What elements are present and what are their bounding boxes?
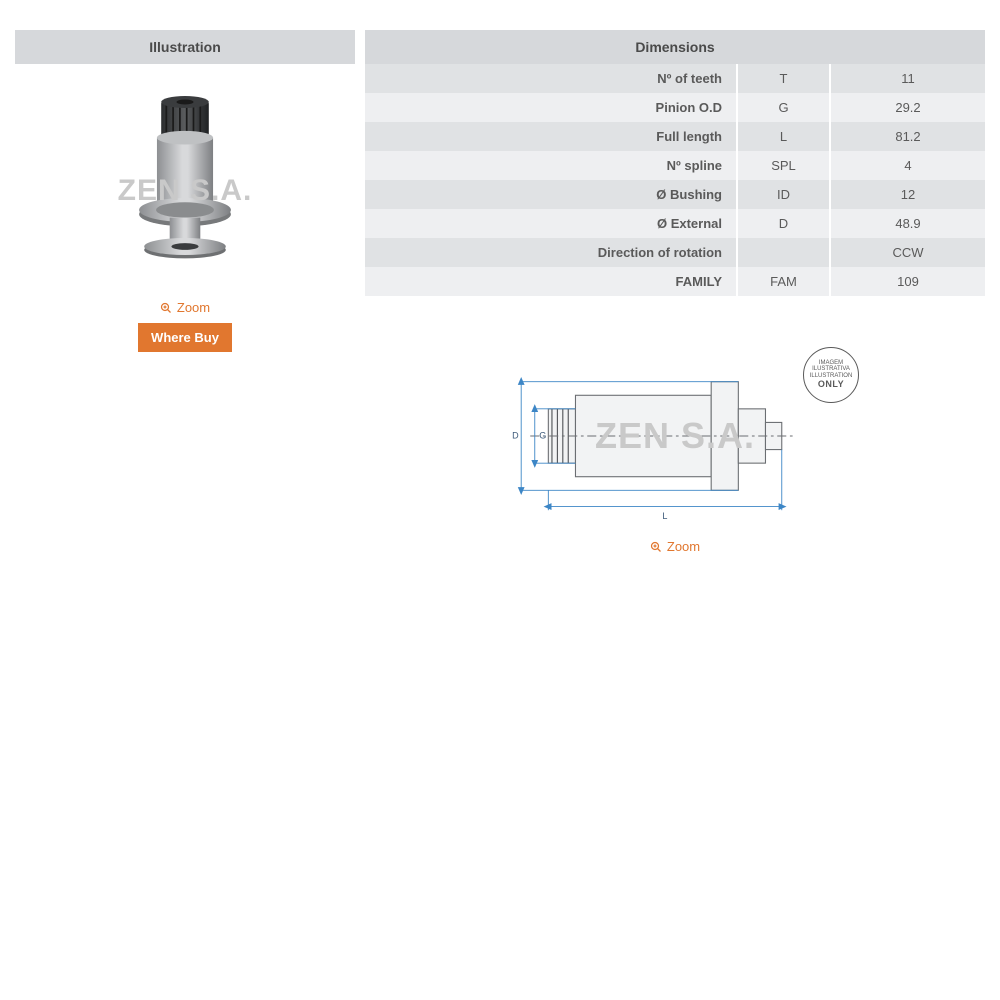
dim-value: 81.2 [830,122,985,151]
dim-label: Full length [365,122,737,151]
dim-value: 29.2 [830,93,985,122]
zoom-link-technical[interactable]: Zoom [650,539,700,554]
dimensions-column: Dimensions Nº of teeth T 11 Pinion O.D G… [365,30,985,554]
illustration-column: Illustration [15,30,355,554]
dim-code [737,238,830,267]
dim-label: Ø External [365,209,737,238]
illustration-header: Illustration [15,30,355,64]
badge-line: ILLUSTRATION [810,373,853,380]
technical-drawing[interactable]: D G L ZEN S.A. IMAGEM ILUSTRATIVA ILLUST… [485,341,865,531]
zoom-in-icon [650,541,662,553]
technical-drawing-area: D G L ZEN S.A. IMAGEM ILUSTRATIVA ILLUST… [365,341,985,554]
dim-value: 109 [830,267,985,296]
dim-value: CCW [830,238,985,267]
dim-code: T [737,64,830,93]
zoom-label: Zoom [667,539,700,554]
table-row: Ø External D 48.9 [365,209,985,238]
product-svg [100,92,270,282]
badge-line: IMAGEM [819,360,843,367]
dim-code: SPL [737,151,830,180]
dim-label: Nº of teeth [365,64,737,93]
dim-label: Pinion O.D [365,93,737,122]
product-detail-layout: Illustration [15,30,985,554]
dimensions-table: Nº of teeth T 11 Pinion O.D G 29.2 Full … [365,64,985,296]
dim-value: 48.9 [830,209,985,238]
table-row: Ø Bushing ID 12 [365,180,985,209]
where-buy-button[interactable]: Where Buy [138,323,232,352]
illustration-box: ZEN S.A. Zoom Where Buy [15,64,355,362]
dim-label: Ø Bushing [365,180,737,209]
badge-only: ONLY [818,380,844,390]
dim-code: L [737,122,830,151]
table-row: Full length L 81.2 [365,122,985,151]
dim-letter-l: L [662,511,667,521]
dim-code: ID [737,180,830,209]
zoom-link-illustration[interactable]: Zoom [160,300,210,315]
dim-value: 11 [830,64,985,93]
product-image[interactable]: ZEN S.A. [80,82,290,292]
zoom-label: Zoom [177,300,210,315]
dim-value: 12 [830,180,985,209]
table-row: Nº of teeth T 11 [365,64,985,93]
table-row: Nº spline SPL 4 [365,151,985,180]
dim-code: FAM [737,267,830,296]
dimensions-tbody: Nº of teeth T 11 Pinion O.D G 29.2 Full … [365,64,985,296]
dim-label: Nº spline [365,151,737,180]
dim-letter-d: D [512,431,519,441]
dim-label: FAMILY [365,267,737,296]
table-row: Direction of rotation CCW [365,238,985,267]
badge-line: ILUSTRATIVA [812,366,850,373]
dim-code: G [737,93,830,122]
table-row: FAMILY FAM 109 [365,267,985,296]
zoom-in-icon [160,302,172,314]
dim-letter-g: G [539,431,546,441]
illustration-only-badge: IMAGEM ILUSTRATIVA ILLUSTRATION ONLY [803,347,859,403]
dim-code: D [737,209,830,238]
dimensions-header: Dimensions [365,30,985,64]
table-row: Pinion O.D G 29.2 [365,93,985,122]
dim-value: 4 [830,151,985,180]
dim-label: Direction of rotation [365,238,737,267]
